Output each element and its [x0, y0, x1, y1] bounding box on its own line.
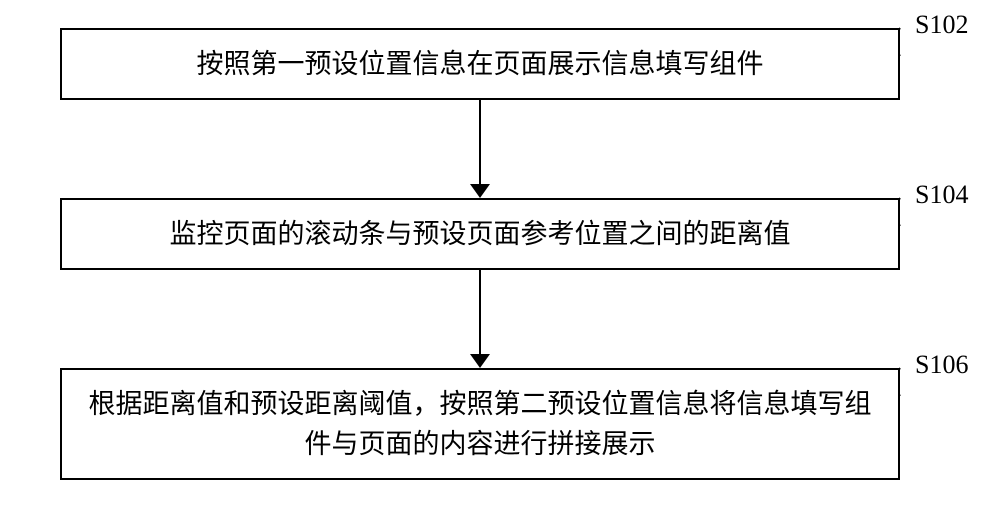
node-text: 监控页面的滚动条与预设页面参考位置之间的距离值: [170, 214, 791, 255]
arrow-head-1: [470, 184, 490, 198]
label-text: S104: [915, 180, 968, 209]
label-text: S106: [915, 350, 968, 379]
step-label-s102: S102: [915, 10, 968, 40]
arrow-line-1: [479, 100, 481, 186]
flowchart-node-s106: 根据距离值和预设距离阈值，按照第二预设位置信息将信息填写组件与页面的内容进行拼接…: [60, 368, 900, 480]
flowchart-container: 按照第一预设位置信息在页面展示信息填写组件 S102 监控页面的滚动条与预设页面…: [0, 0, 1000, 523]
flowchart-node-s104: 监控页面的滚动条与预设页面参考位置之间的距离值: [60, 198, 900, 270]
step-label-s106: S106: [915, 350, 968, 380]
label-text: S102: [915, 10, 968, 39]
node-text: 按照第一预设位置信息在页面展示信息填写组件: [197, 44, 764, 85]
flowchart-node-s102: 按照第一预设位置信息在页面展示信息填写组件: [60, 28, 900, 100]
step-label-s104: S104: [915, 180, 968, 210]
arrow-line-2: [479, 270, 481, 356]
node-text: 根据距离值和预设距离阈值，按照第二预设位置信息将信息填写组件与页面的内容进行拼接…: [82, 384, 878, 465]
arrow-head-2: [470, 354, 490, 368]
